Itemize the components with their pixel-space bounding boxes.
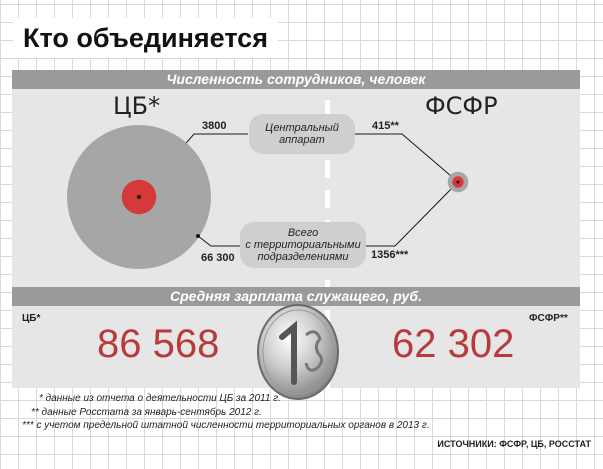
- salary-value-fsfr: 62 302: [392, 322, 515, 366]
- leader-line-fsfr-total: [366, 181, 459, 247]
- value-fsfr-central: 415**: [372, 120, 399, 132]
- value-cb-central: 3800: [202, 120, 227, 132]
- footnote-1: * данные из отчета о деятельности ЦБ за …: [39, 393, 281, 404]
- source-note: ИСТОЧНИКИ: ФСФР, ЦБ, РОССТАТ: [437, 439, 591, 449]
- dot-cb-center: [137, 195, 141, 199]
- dot-cb-total-end: [196, 234, 200, 238]
- value-cb-total: 66 300: [201, 252, 235, 264]
- footnote-3: *** с учетом предельной штатной численно…: [22, 420, 430, 431]
- salary-value-cb: 86 568: [97, 322, 220, 366]
- section-header-salary: Средняя зарплата служащего, руб.: [12, 287, 580, 306]
- category-pill-total: Всего с территориальными подразделениями: [240, 222, 366, 268]
- value-fsfr-total: 1356***: [371, 249, 409, 261]
- salary-label-fsfr: ФСФР**: [529, 313, 568, 324]
- leader-line-fsfr-central: [355, 133, 459, 183]
- category-pill-central: Центральный аппарат: [249, 114, 355, 154]
- salary-label-cb: ЦБ*: [22, 313, 41, 324]
- org-label-fsfr: ФСФР: [425, 92, 498, 120]
- footnote-2: ** данные Росстата за январь-сентябрь 20…: [31, 407, 262, 418]
- section-header-employees: Численность сотрудников, человек: [12, 70, 580, 89]
- page-title: Кто объединяется: [13, 18, 278, 58]
- org-label-cb: ЦБ*: [113, 92, 161, 120]
- leader-line-cb-total: [197, 235, 240, 247]
- category-label-total: Всего с территориальными подразделениями: [245, 227, 361, 263]
- dot-fsfr-center: [456, 180, 460, 184]
- category-label-central: Центральный аппарат: [265, 122, 339, 146]
